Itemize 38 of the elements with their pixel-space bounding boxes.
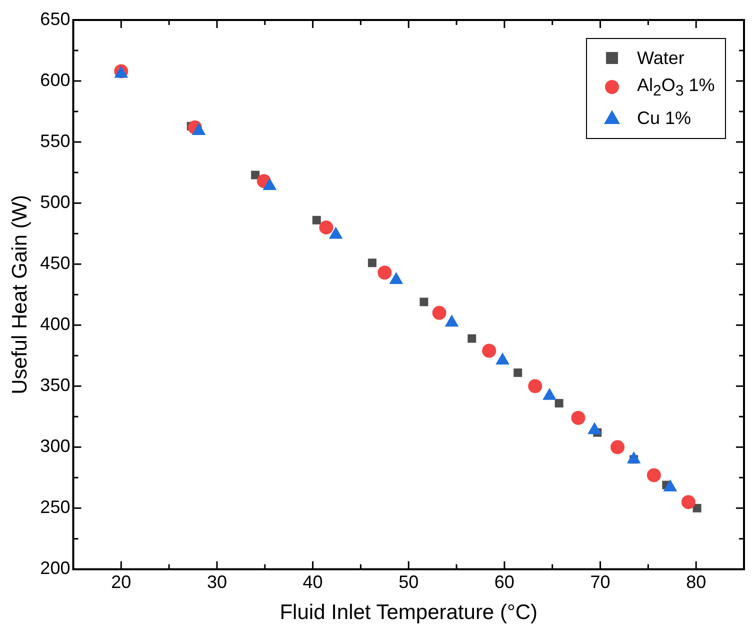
point bbox=[312, 216, 321, 224]
point bbox=[378, 266, 392, 280]
y-tick-label: 300 bbox=[40, 436, 70, 456]
y-tick-label: 400 bbox=[40, 314, 70, 334]
x-tick-label: 40 bbox=[302, 572, 323, 592]
point bbox=[610, 440, 625, 454]
point bbox=[420, 298, 428, 306]
x-tick-label: 60 bbox=[494, 572, 514, 592]
point bbox=[319, 220, 334, 234]
y-tick-label: 550 bbox=[40, 131, 70, 152]
legend-label: Cu 1% bbox=[637, 106, 692, 130]
x-tick-label: 30 bbox=[206, 572, 227, 592]
point bbox=[571, 410, 586, 425]
point bbox=[432, 306, 446, 320]
y-axis-title: Useful Heat Gain (W) bbox=[8, 194, 32, 394]
x-tick-label: 80 bbox=[686, 572, 706, 592]
point bbox=[646, 468, 661, 482]
point bbox=[514, 368, 522, 377]
y-tick-label: 500 bbox=[40, 192, 70, 212]
point bbox=[692, 504, 702, 512]
y-tick-label: 600 bbox=[40, 70, 70, 90]
point bbox=[482, 344, 496, 358]
y-tick-label: 650 bbox=[40, 8, 70, 29]
y-tick-label: 350 bbox=[40, 375, 70, 396]
point bbox=[468, 334, 476, 343]
y-tick-label: 250 bbox=[40, 497, 70, 518]
x-tick-label: 20 bbox=[111, 572, 132, 592]
y-tick-label: 450 bbox=[40, 253, 70, 274]
point bbox=[681, 495, 696, 510]
point bbox=[528, 379, 542, 394]
x-tick-label: 70 bbox=[590, 572, 610, 592]
x-tick-label: 50 bbox=[398, 572, 419, 592]
legend-label: Al$_{2}$O$_{3}$ 1% bbox=[637, 74, 715, 102]
point bbox=[554, 398, 564, 408]
legend-label: Water bbox=[637, 47, 684, 70]
y-tick-label: 200 bbox=[40, 558, 70, 578]
point bbox=[368, 258, 376, 268]
x-axis-title: Fluid Inlet Temperature (°C) bbox=[280, 601, 538, 624]
